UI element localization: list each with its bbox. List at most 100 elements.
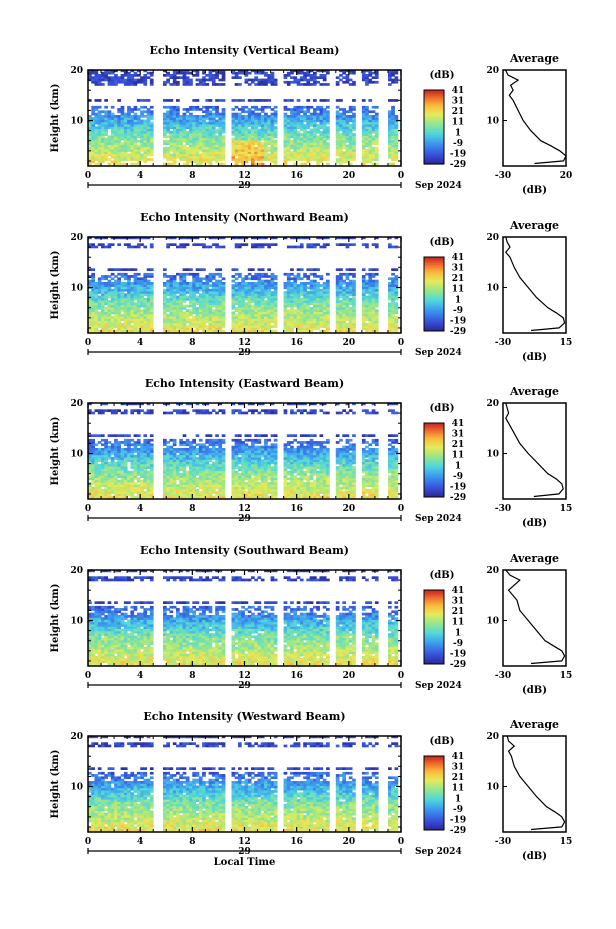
heatmap-cell [342, 313, 346, 317]
heatmap-cell [267, 121, 271, 125]
heatmap-cell [339, 277, 343, 281]
heatmap-cell [368, 272, 373, 276]
heatmap-cell [286, 284, 291, 287]
heatmap-cell [339, 149, 343, 152]
heatmap-cell [127, 135, 131, 139]
heatmap-cell [107, 320, 112, 324]
heatmap-cell [198, 130, 203, 134]
heatmap-cell [293, 117, 298, 120]
heatmap-cell [91, 275, 95, 278]
heatmap-cell [179, 130, 183, 134]
heatmap-cell [114, 162, 118, 166]
heatmap-cell [342, 124, 346, 127]
heatmap-cell [286, 329, 291, 333]
heatmap-cell [192, 130, 196, 134]
heatmap-cell [309, 69, 314, 73]
heatmap-cell [205, 307, 210, 310]
heatmap-cell [182, 286, 187, 290]
heatmap-cell [127, 80, 131, 84]
heatmap-cell [247, 108, 252, 111]
colorbar-segment [424, 327, 444, 330]
heatmap-cell [133, 146, 138, 150]
heatmap-cell [208, 307, 213, 310]
heatmap-cell [290, 236, 294, 240]
heatmap-cell [189, 135, 193, 139]
heatmap-cell [221, 322, 226, 326]
heatmap-cell [345, 284, 350, 287]
heatmap-cell [163, 153, 167, 157]
heatmap-cell [260, 80, 265, 84]
heatmap-cell [130, 284, 135, 287]
heatmap-cell [335, 149, 340, 152]
heatmap-cell [140, 155, 144, 159]
heatmap-cell [394, 320, 399, 324]
heatmap-cell [238, 140, 242, 143]
heatmap-cell [192, 153, 196, 157]
heatmap-cell [110, 105, 115, 109]
heatmap-cell [286, 137, 291, 141]
heatmap-cell [303, 327, 307, 331]
heatmap-cell [306, 236, 311, 240]
heatmap-cell [394, 316, 399, 319]
heatmap-cell [172, 311, 177, 315]
heatmap-cell [107, 243, 112, 246]
colorbar-segment [424, 318, 444, 321]
heatmap-cell [326, 297, 330, 301]
heatmap-cell [345, 115, 350, 118]
heatmap-cell [215, 282, 219, 285]
heatmap-cell [339, 144, 343, 148]
heatmap-cell [244, 304, 249, 308]
heatmap-cell [348, 135, 353, 139]
heatmap-cell [205, 74, 210, 77]
heatmap-cell [270, 304, 275, 308]
heatmap-cell [205, 130, 210, 134]
heatmap-cell [361, 286, 366, 290]
heatmap-cell [97, 151, 102, 154]
heatmap-cell [91, 121, 95, 125]
heatmap-cell [163, 282, 167, 285]
colorbar-segment [424, 123, 444, 126]
heatmap-cell [195, 83, 200, 86]
heatmap-cell [231, 137, 236, 141]
heatmap-cell [306, 318, 311, 321]
heatmap-cell [192, 158, 196, 161]
heatmap-cell [234, 295, 239, 299]
heatmap-cell [101, 316, 105, 319]
heatmap-cell [114, 83, 118, 86]
heatmap-cell [247, 272, 252, 276]
heatmap-cell [104, 115, 108, 118]
heatmap-cell [322, 149, 327, 152]
heatmap-cell [273, 295, 278, 299]
heatmap-cell [374, 135, 379, 139]
heatmap-cell [218, 144, 223, 148]
heatmap-cell [101, 325, 105, 328]
heatmap-cell [286, 133, 291, 136]
heatmap-cell [231, 128, 236, 132]
heatmap-cell [192, 286, 196, 290]
heatmap-cell [133, 153, 138, 157]
heatmap-cell [260, 124, 265, 127]
heatmap-cell [309, 124, 314, 127]
heatmap-cell [117, 117, 121, 120]
heatmap-cell [176, 83, 180, 86]
heatmap-cell [149, 282, 154, 285]
heatmap-cell [198, 126, 203, 129]
heatmap-cell [394, 275, 399, 278]
panel-2: Echo Intensity (Eastward Beam)2010Height… [50, 377, 572, 529]
heatmap-cell [352, 309, 356, 312]
heatmap-cell [361, 279, 366, 283]
heatmap-cell [273, 135, 278, 139]
heatmap-cell [94, 69, 99, 73]
heatmap-cell [316, 158, 320, 161]
heatmap-cell [234, 146, 239, 150]
heatmap-cell [365, 126, 369, 129]
colorbar-segment [424, 310, 444, 313]
heatmap-cell [299, 302, 304, 306]
heatmap-cell [218, 112, 223, 116]
heatmap-cell [339, 293, 343, 296]
heatmap-cell [123, 311, 128, 315]
heatmap-cell [88, 117, 92, 120]
heatmap-cell [163, 128, 167, 132]
heatmap-cell [342, 121, 346, 125]
heatmap-cell [322, 108, 327, 111]
